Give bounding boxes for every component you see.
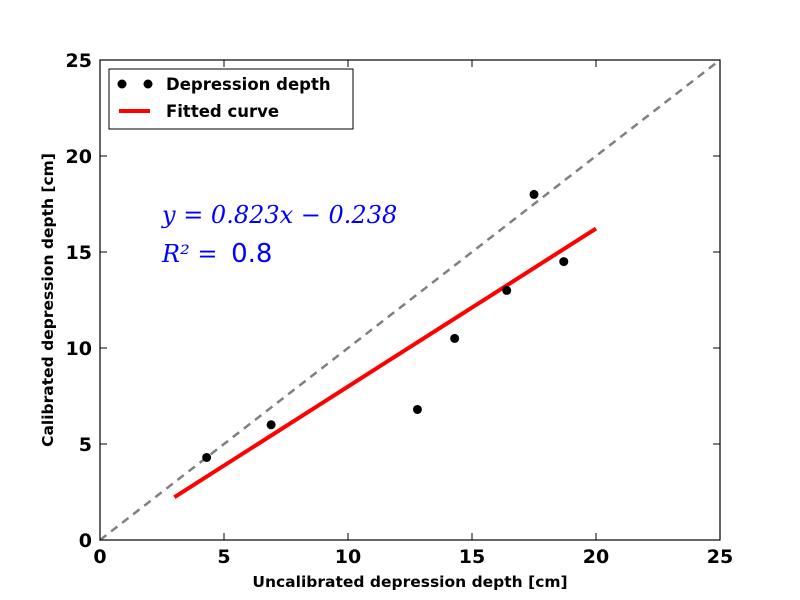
y-tick-label-20: 20 xyxy=(66,146,92,168)
ticks-layer: 0 5 10 15 20 25 0 5 10 15 20 25 xyxy=(66,50,734,568)
points-layer xyxy=(202,189,569,462)
x-tick-label-15: 15 xyxy=(459,546,485,568)
legend-label-depression-depth: Depression depth xyxy=(166,75,331,94)
data-point-1 xyxy=(202,452,212,462)
legend-box xyxy=(108,68,354,130)
fit-equation: y = 0.823x − 0.238 xyxy=(161,201,397,229)
y-tick-label-25: 25 xyxy=(66,50,92,72)
y-axis-label: Calibrated depression depth [cm] xyxy=(39,153,57,447)
legend-label-fitted-curve: Fitted curve xyxy=(166,102,279,121)
x-tick-label-5: 5 xyxy=(217,546,230,568)
data-point-3 xyxy=(412,404,422,414)
fit-line-layer xyxy=(173,226,598,499)
data-point-4 xyxy=(450,333,460,343)
legend-marker-dot-2 xyxy=(143,79,153,89)
r-squared-value: 0.8 xyxy=(231,239,272,269)
y-tick-label-10: 10 xyxy=(66,338,92,360)
data-point-2 xyxy=(266,420,276,430)
legend-marker-dot-1 xyxy=(117,79,127,89)
x-tick-label-10: 10 xyxy=(335,546,361,568)
x-axis-label: Uncalibrated depression depth [cm] xyxy=(252,573,567,591)
y-tick-label-5: 5 xyxy=(79,434,92,456)
data-point-7 xyxy=(559,257,569,267)
x-tick-label-25: 25 xyxy=(707,546,733,568)
data-point-5 xyxy=(502,285,512,295)
legend: Depression depth Fitted curve xyxy=(108,68,354,130)
data-point-6 xyxy=(529,189,539,199)
r-squared-label: R² = xyxy=(161,240,225,268)
x-tick-label-0: 0 xyxy=(93,546,106,568)
r-squared: R² = 0.8 xyxy=(161,239,272,269)
fitted-curve-line xyxy=(173,226,598,499)
y-tick-label-15: 15 xyxy=(66,242,92,264)
x-tick-label-20: 20 xyxy=(583,546,609,568)
y-tick-label-0: 0 xyxy=(79,530,92,552)
